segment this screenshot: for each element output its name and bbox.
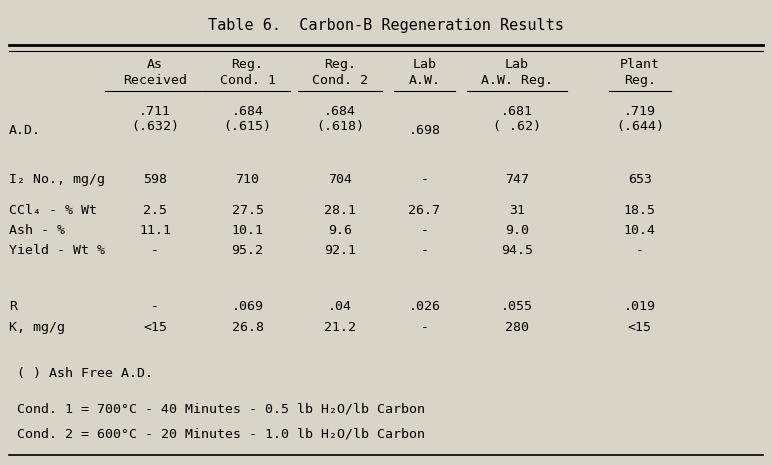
Text: Lab: Lab xyxy=(412,58,436,71)
Text: Ash - %: Ash - % xyxy=(9,224,65,237)
Text: -: - xyxy=(421,173,428,186)
Text: 9.6: 9.6 xyxy=(328,224,352,237)
Text: .069: .069 xyxy=(232,300,263,313)
Text: (.615): (.615) xyxy=(224,120,272,133)
Text: Cond. 2 = 600°C - 20 Minutes - 1.0 lb H₂O/lb Carbon: Cond. 2 = 600°C - 20 Minutes - 1.0 lb H₂… xyxy=(17,428,425,441)
Text: Reg.: Reg. xyxy=(624,74,656,87)
Text: 10.1: 10.1 xyxy=(232,224,263,237)
Text: CCl₄ - % Wt: CCl₄ - % Wt xyxy=(9,204,97,217)
Text: <15: <15 xyxy=(144,321,168,334)
Text: 747: 747 xyxy=(505,173,529,186)
Text: Reg.: Reg. xyxy=(232,58,263,71)
Text: 26.8: 26.8 xyxy=(232,321,263,334)
Text: 11.1: 11.1 xyxy=(139,224,171,237)
Text: 704: 704 xyxy=(328,173,352,186)
Text: 10.4: 10.4 xyxy=(624,224,656,237)
Text: 26.7: 26.7 xyxy=(408,204,441,217)
Text: Plant: Plant xyxy=(620,58,660,71)
Text: .681: .681 xyxy=(501,105,533,118)
Text: 598: 598 xyxy=(144,173,168,186)
Text: ( ) Ash Free A.D.: ( ) Ash Free A.D. xyxy=(17,367,153,380)
Text: .055: .055 xyxy=(501,300,533,313)
Text: 95.2: 95.2 xyxy=(232,244,263,257)
Text: .698: .698 xyxy=(408,124,441,137)
Text: .711: .711 xyxy=(139,105,171,118)
Text: As: As xyxy=(147,58,163,71)
Text: -: - xyxy=(636,244,644,257)
Text: <15: <15 xyxy=(628,321,652,334)
Text: (.632): (.632) xyxy=(131,120,179,133)
Text: Reg.: Reg. xyxy=(323,58,356,71)
Text: 21.2: 21.2 xyxy=(323,321,356,334)
Text: .684: .684 xyxy=(323,105,356,118)
Text: 92.1: 92.1 xyxy=(323,244,356,257)
Text: 18.5: 18.5 xyxy=(624,204,656,217)
Text: 94.5: 94.5 xyxy=(501,244,533,257)
Text: -: - xyxy=(421,321,428,334)
Text: 653: 653 xyxy=(628,173,652,186)
Text: A.D.: A.D. xyxy=(9,124,41,137)
Text: -: - xyxy=(421,244,428,257)
Text: R: R xyxy=(9,300,17,313)
Text: Yield - Wt %: Yield - Wt % xyxy=(9,244,105,257)
Text: 710: 710 xyxy=(235,173,259,186)
Text: Table 6.  Carbon-B Regeneration Results: Table 6. Carbon-B Regeneration Results xyxy=(208,18,564,33)
Text: A.W. Reg.: A.W. Reg. xyxy=(481,74,553,87)
Text: Lab: Lab xyxy=(505,58,529,71)
Text: (.644): (.644) xyxy=(616,120,664,133)
Text: 28.1: 28.1 xyxy=(323,204,356,217)
Text: .019: .019 xyxy=(624,300,656,313)
Text: .04: .04 xyxy=(328,300,352,313)
Text: 2.5: 2.5 xyxy=(144,204,168,217)
Text: .684: .684 xyxy=(232,105,263,118)
Text: 27.5: 27.5 xyxy=(232,204,263,217)
Text: 31: 31 xyxy=(509,204,525,217)
Text: .719: .719 xyxy=(624,105,656,118)
Text: 280: 280 xyxy=(505,321,529,334)
Text: A.W.: A.W. xyxy=(408,74,441,87)
Text: I₂ No., mg/g: I₂ No., mg/g xyxy=(9,173,105,186)
Text: Received: Received xyxy=(124,74,188,87)
Text: Cond. 1: Cond. 1 xyxy=(219,74,276,87)
Text: -: - xyxy=(421,224,428,237)
Text: K, mg/g: K, mg/g xyxy=(9,321,65,334)
Text: .026: .026 xyxy=(408,300,441,313)
Text: 9.0: 9.0 xyxy=(505,224,529,237)
Text: Cond. 2: Cond. 2 xyxy=(312,74,367,87)
Text: Cond. 1 = 700°C - 40 Minutes - 0.5 lb H₂O/lb Carbon: Cond. 1 = 700°C - 40 Minutes - 0.5 lb H₂… xyxy=(17,403,425,416)
Text: -: - xyxy=(151,244,159,257)
Text: (.618): (.618) xyxy=(316,120,364,133)
Text: ( .62): ( .62) xyxy=(493,120,540,133)
Text: -: - xyxy=(151,300,159,313)
